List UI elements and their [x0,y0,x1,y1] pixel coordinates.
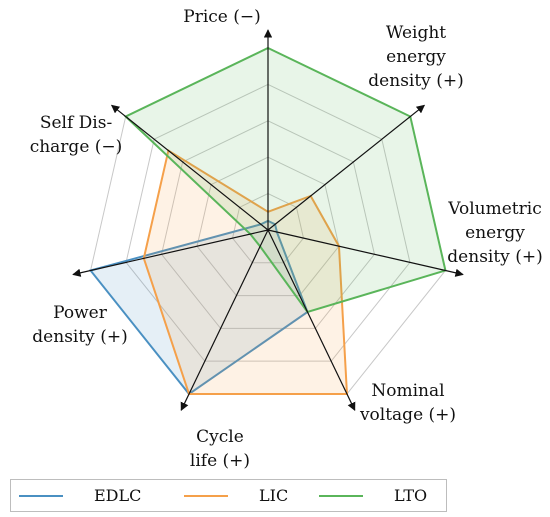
axis-label-power: Power density (+) [32,303,127,347]
radar-chart: Price (−) Weight energy density (+) Volumetr… [30,7,543,471]
axis-label-voltage: Nominal voltage (+) [359,381,456,425]
legend-swatch-lto [319,494,363,497]
legend-label-lic: LIC [259,486,289,505]
axis-label-weight: Weight energy density (+) [368,23,463,91]
axis-label-price: Price (−) [183,7,261,27]
axis-volumetric [267,229,464,277]
legend: EDLC LIC LTO [10,479,447,512]
legend-item-lic: LIC [184,480,288,511]
axis-voltage [267,229,356,411]
grid-ring-4 [125,83,411,362]
legend-swatch-edlc [19,494,63,497]
radar-series [88,46,447,396]
radar-axes [72,29,464,411]
legend-label-edlc: EDLC [94,486,142,505]
axis-weight [267,104,426,231]
legend-swatch-lic [184,494,228,497]
axis-labels: Price (−) Weight energy density (+) Volumetr… [30,7,543,471]
axis-label-cycle: Cycle life (+) [190,427,250,471]
axis-power [72,229,269,277]
legend-item-lto: LTO [319,480,427,511]
axis-label-selfdischarge: Self Dis-charge (−) [30,113,123,157]
axis-selfdischarge [110,104,269,231]
axis-label-volumetric: Volumetric energy density (+) [447,199,542,267]
axis-cycle [180,229,269,411]
series-lto [123,46,447,314]
grid-ring-3 [160,120,376,329]
legend-item-edlc: EDLC [19,480,141,511]
legend-label-lto: LTO [394,486,428,505]
grid-ring-1 [231,193,305,264]
series-lic [142,148,349,395]
